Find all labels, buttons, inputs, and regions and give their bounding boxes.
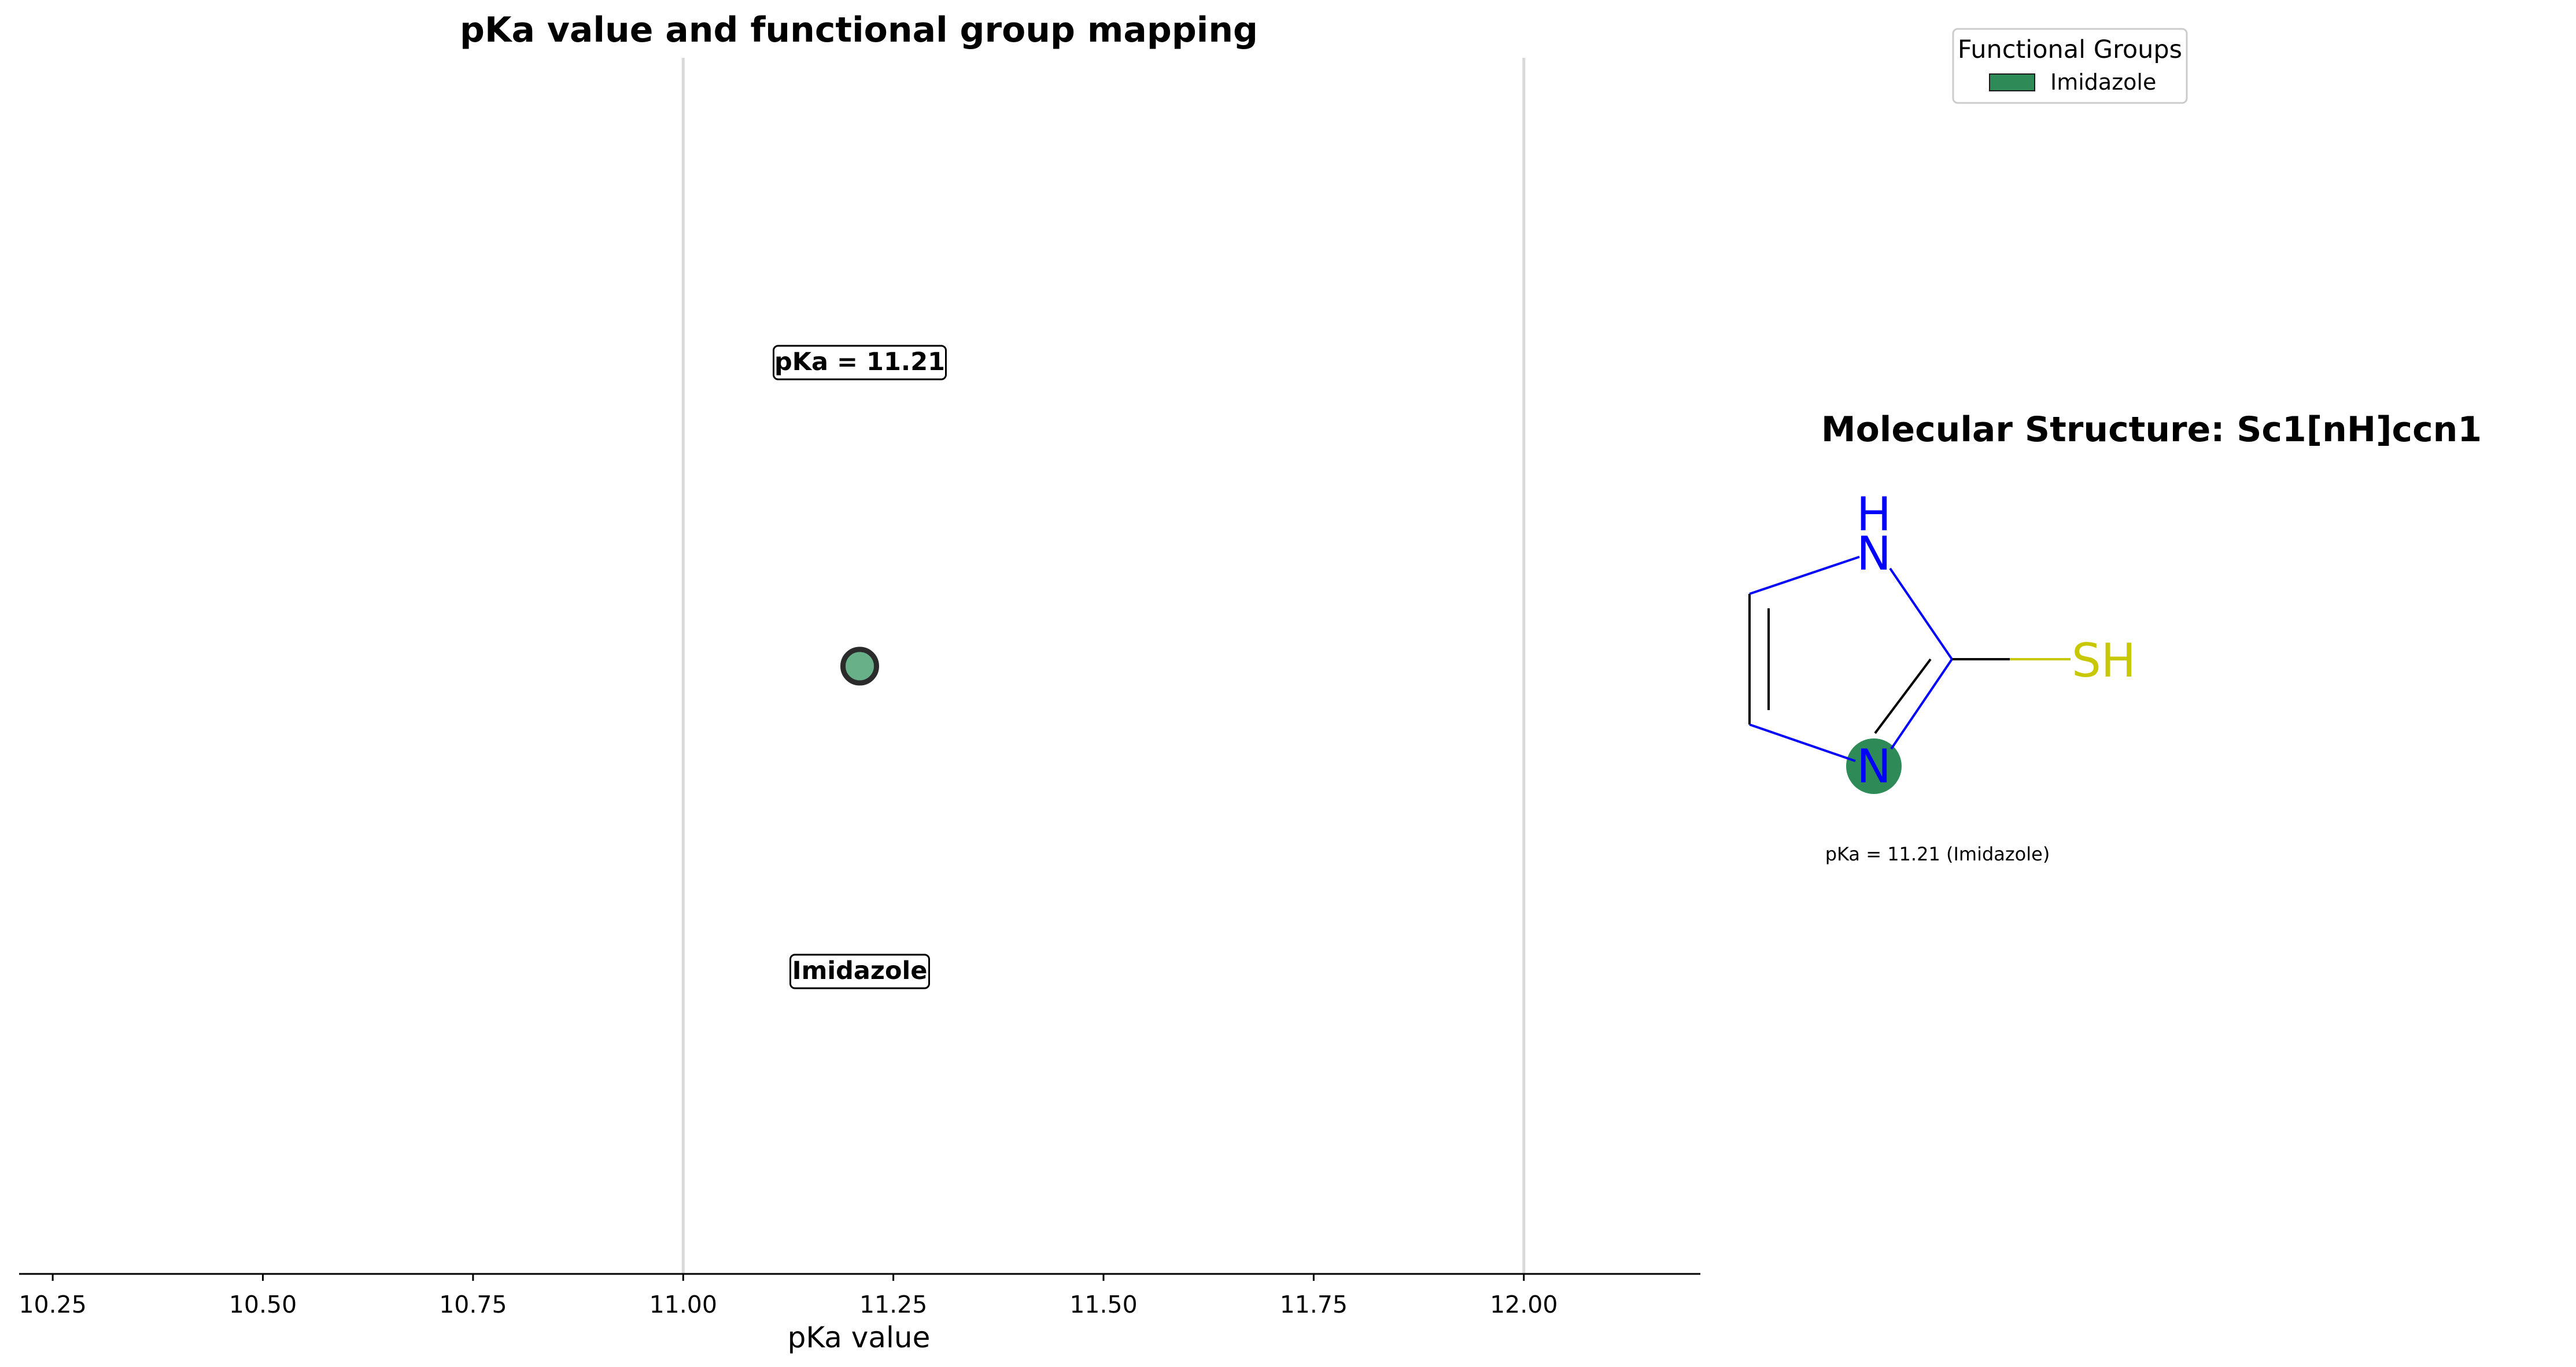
atom-sh: SH [2072,634,2136,688]
molecule-drawing: H N N SH [1748,487,2136,794]
x-tick-label: 11.00 [649,1291,717,1318]
legend: Functional Groups Imidazole [1952,28,2188,104]
x-tick-label: 12.00 [1490,1291,1558,1318]
bond-c4-n3 [1749,723,1856,762]
data-point [840,646,879,686]
x-tick-label: 11.50 [1069,1291,1137,1318]
data-points: pKa = 11.21 Imidazole [773,345,947,989]
chart-title: pKa value and functional group mapping [460,10,1258,50]
bond-c2-n3-inner [1874,658,1932,734]
molecule-title: Molecular Structure: Sc1[nH]ccn1 [1821,409,2482,450]
legend-title: Functional Groups [1958,35,2182,64]
legend-patch-imidazole [1989,73,2035,91]
reference-lines [681,58,1526,1274]
molecule-caption: pKa = 11.21 (Imidazole) [1825,843,2050,865]
x-tick-label: 10.50 [229,1291,297,1318]
atom-n: N [1857,740,1891,793]
bond-c2-n3 [1890,658,1953,750]
bond-c5-n1 [1749,556,1860,595]
pka-value-label: pKa = 11.21 [774,348,945,376]
x-axis-label: pKa value [788,1321,931,1354]
group-label-box [789,954,930,989]
group-label: Imidazole [792,956,928,985]
bond-n1-c2 [1889,567,1953,660]
atom-nh: N [1857,527,1891,581]
legend-entry-imidazole: Imidazole [2050,69,2156,95]
atom-h: H [1857,487,1891,541]
x-tick-label: 10.25 [19,1291,86,1318]
nitrogen-highlight [1846,738,1902,794]
pka-value-label-box [773,345,947,380]
x-tick-label: 10.75 [439,1291,507,1318]
x-tick-label: 11.75 [1280,1291,1348,1318]
x-tick-label: 11.25 [859,1291,927,1318]
x-ticks: 10.25 10.50 10.75 11.00 11.25 11.50 11.75 12.00 [19,1274,1558,1318]
